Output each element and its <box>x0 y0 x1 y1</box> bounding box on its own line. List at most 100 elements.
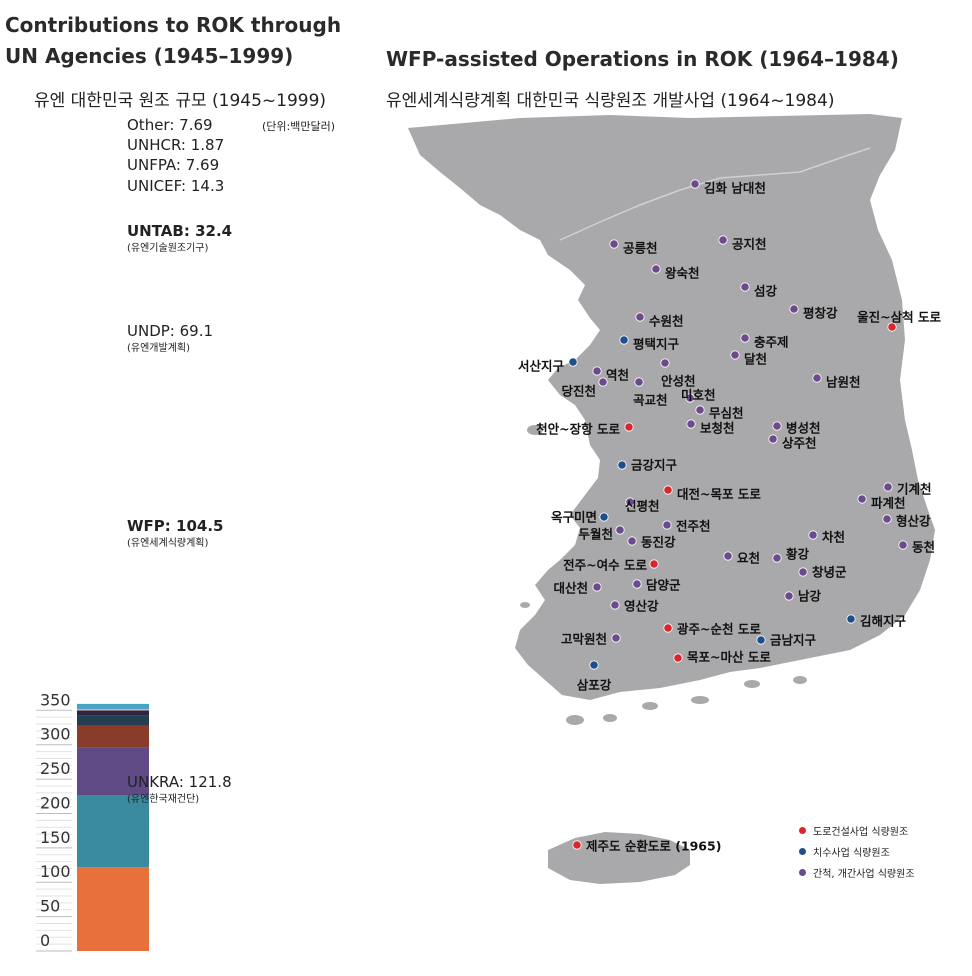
korea-landmass <box>408 114 935 884</box>
jeju-island <box>548 832 690 884</box>
bar-segment-undp <box>77 747 149 796</box>
site-marker-purple[interactable] <box>808 530 818 540</box>
left-title-line1: Contributions to ROK through <box>5 13 342 37</box>
legend-item-flood: 치수사업 식량원조 <box>799 841 915 862</box>
site-marker-purple[interactable] <box>592 366 602 376</box>
site-label: 공지천 <box>732 237 767 252</box>
site-marker-red[interactable] <box>572 840 582 850</box>
series-sublabel-undp: (유엔개발계획) <box>127 342 190 354</box>
site-marker-purple[interactable] <box>772 421 782 431</box>
site-marker-purple[interactable] <box>898 540 908 550</box>
site-marker-red[interactable] <box>624 422 634 432</box>
site-label: 전주~여수 도로 <box>563 558 647 573</box>
site-marker-red[interactable] <box>887 322 897 332</box>
site-marker-purple[interactable] <box>686 419 696 429</box>
site-marker-purple[interactable] <box>632 579 642 589</box>
site-marker-purple[interactable] <box>690 179 700 189</box>
site-marker-purple[interactable] <box>882 514 892 524</box>
legend-purple-dot <box>799 869 806 876</box>
site-marker-purple[interactable] <box>598 377 608 387</box>
series-sublabel-unkra: (유엔한국재건단) <box>127 793 199 805</box>
site-label: 병성천 <box>786 421 821 436</box>
site-label: 보청천 <box>700 421 735 436</box>
series-label-unicef: UNICEF: 14.3 <box>127 177 224 195</box>
site-marker-blue[interactable] <box>756 635 766 645</box>
site-marker-blue[interactable] <box>619 335 629 345</box>
site-marker-purple[interactable] <box>798 567 808 577</box>
site-marker-blue[interactable] <box>568 357 578 367</box>
site-marker-purple[interactable] <box>627 536 637 546</box>
site-marker-purple[interactable] <box>723 551 733 561</box>
site-label: 곡교천 <box>633 393 668 408</box>
site-marker-purple[interactable] <box>740 333 750 343</box>
site-marker-purple[interactable] <box>660 358 670 368</box>
series-label-unfpa: UNFPA: 7.69 <box>127 156 219 174</box>
site-label: 상주천 <box>782 436 817 451</box>
site-label: 고막원천 <box>561 632 607 647</box>
y-tick-label: 200 <box>40 793 71 812</box>
site-marker-purple[interactable] <box>883 482 893 492</box>
site-marker-red[interactable] <box>673 653 683 663</box>
site-label: 금남지구 <box>770 633 817 648</box>
site-marker-purple[interactable] <box>634 377 644 387</box>
series-label-unhcr: UNHCR: 1.87 <box>127 136 224 154</box>
site-label: 섬강 <box>754 284 778 299</box>
site-label: 영산강 <box>624 599 659 614</box>
site-label: 달천 <box>744 352 767 367</box>
site-label: 옥구미면 <box>551 510 597 525</box>
site-marker-blue[interactable] <box>599 512 609 522</box>
site-label: 미호천 <box>681 388 716 403</box>
site-marker-red[interactable] <box>649 559 659 569</box>
series-label-undp: UNDP: 69.1 <box>127 322 213 340</box>
site-label: 남강 <box>798 589 822 604</box>
site-marker-purple[interactable] <box>625 497 635 507</box>
y-tick-label: 100 <box>40 862 71 881</box>
site-marker-purple[interactable] <box>662 520 672 530</box>
site-marker-purple[interactable] <box>609 239 619 249</box>
stacked-bar-chart: 0 50 100 150 200 250 300 350 UNKRA: 121.8 (유엔한국재건… <box>36 116 232 952</box>
series-sublabel-wfp: (유엔세계식량계획) <box>127 537 209 549</box>
site-marker-purple[interactable] <box>768 434 778 444</box>
bar-segment-unfpa <box>77 710 149 716</box>
site-label: 충주제 <box>754 335 789 350</box>
site-marker-purple[interactable] <box>611 633 621 643</box>
legend-label-reclaim: 간척, 개간사업 식량원조 <box>813 869 915 880</box>
site-marker-purple[interactable] <box>685 393 695 403</box>
site-label: 목포~마산 도로 <box>687 650 771 665</box>
site-marker-red[interactable] <box>663 623 673 633</box>
site-marker-purple[interactable] <box>651 264 661 274</box>
right-subtitle: 유엔세계식량계획 대한민국 식량원조 개발사업 (1964~1984) <box>386 91 835 111</box>
site-label: 공릉천 <box>623 241 658 256</box>
site-marker-purple[interactable] <box>740 282 750 292</box>
site-marker-purple[interactable] <box>730 350 740 360</box>
site-label: 파계천 <box>871 496 906 511</box>
site-marker-purple[interactable] <box>695 405 705 415</box>
site-label: 울진~삼척 도로 <box>857 310 941 325</box>
map-legend: 도로건설사업 식량원조 치수사업 식량원조 간척, 개간사업 식량원조 <box>799 820 915 883</box>
y-tick-label: 150 <box>40 828 71 847</box>
site-label: 삼포강 <box>577 678 612 693</box>
site-marker-blue[interactable] <box>846 614 856 624</box>
site-marker-purple[interactable] <box>610 600 620 610</box>
site-marker-blue[interactable] <box>617 460 627 470</box>
left-title-line2: UN Agencies (1945–1999) <box>5 44 294 68</box>
site-marker-purple[interactable] <box>772 553 782 563</box>
site-marker-purple[interactable] <box>592 582 602 592</box>
site-marker-purple[interactable] <box>857 494 867 504</box>
site-marker-purple[interactable] <box>615 525 625 535</box>
site-marker-red[interactable] <box>663 485 673 495</box>
series-label-other: Other: 7.69 <box>127 116 213 134</box>
site-marker-purple[interactable] <box>812 373 822 383</box>
site-marker-purple[interactable] <box>718 235 728 245</box>
y-tick-label: 300 <box>40 725 71 744</box>
site-marker-blue[interactable] <box>589 660 599 670</box>
site-label: 동진강 <box>641 535 676 550</box>
site-label: 수원천 <box>649 314 684 329</box>
site-label: 역천 <box>606 368 629 383</box>
legend-red-dot <box>799 827 806 834</box>
site-marker-purple[interactable] <box>784 591 794 601</box>
site-marker-purple[interactable] <box>635 312 645 322</box>
series-sublabel-untab: (유엔기술원조기구) <box>127 242 209 254</box>
site-marker-purple[interactable] <box>789 304 799 314</box>
site-label: 대전~목포 도로 <box>677 487 761 502</box>
